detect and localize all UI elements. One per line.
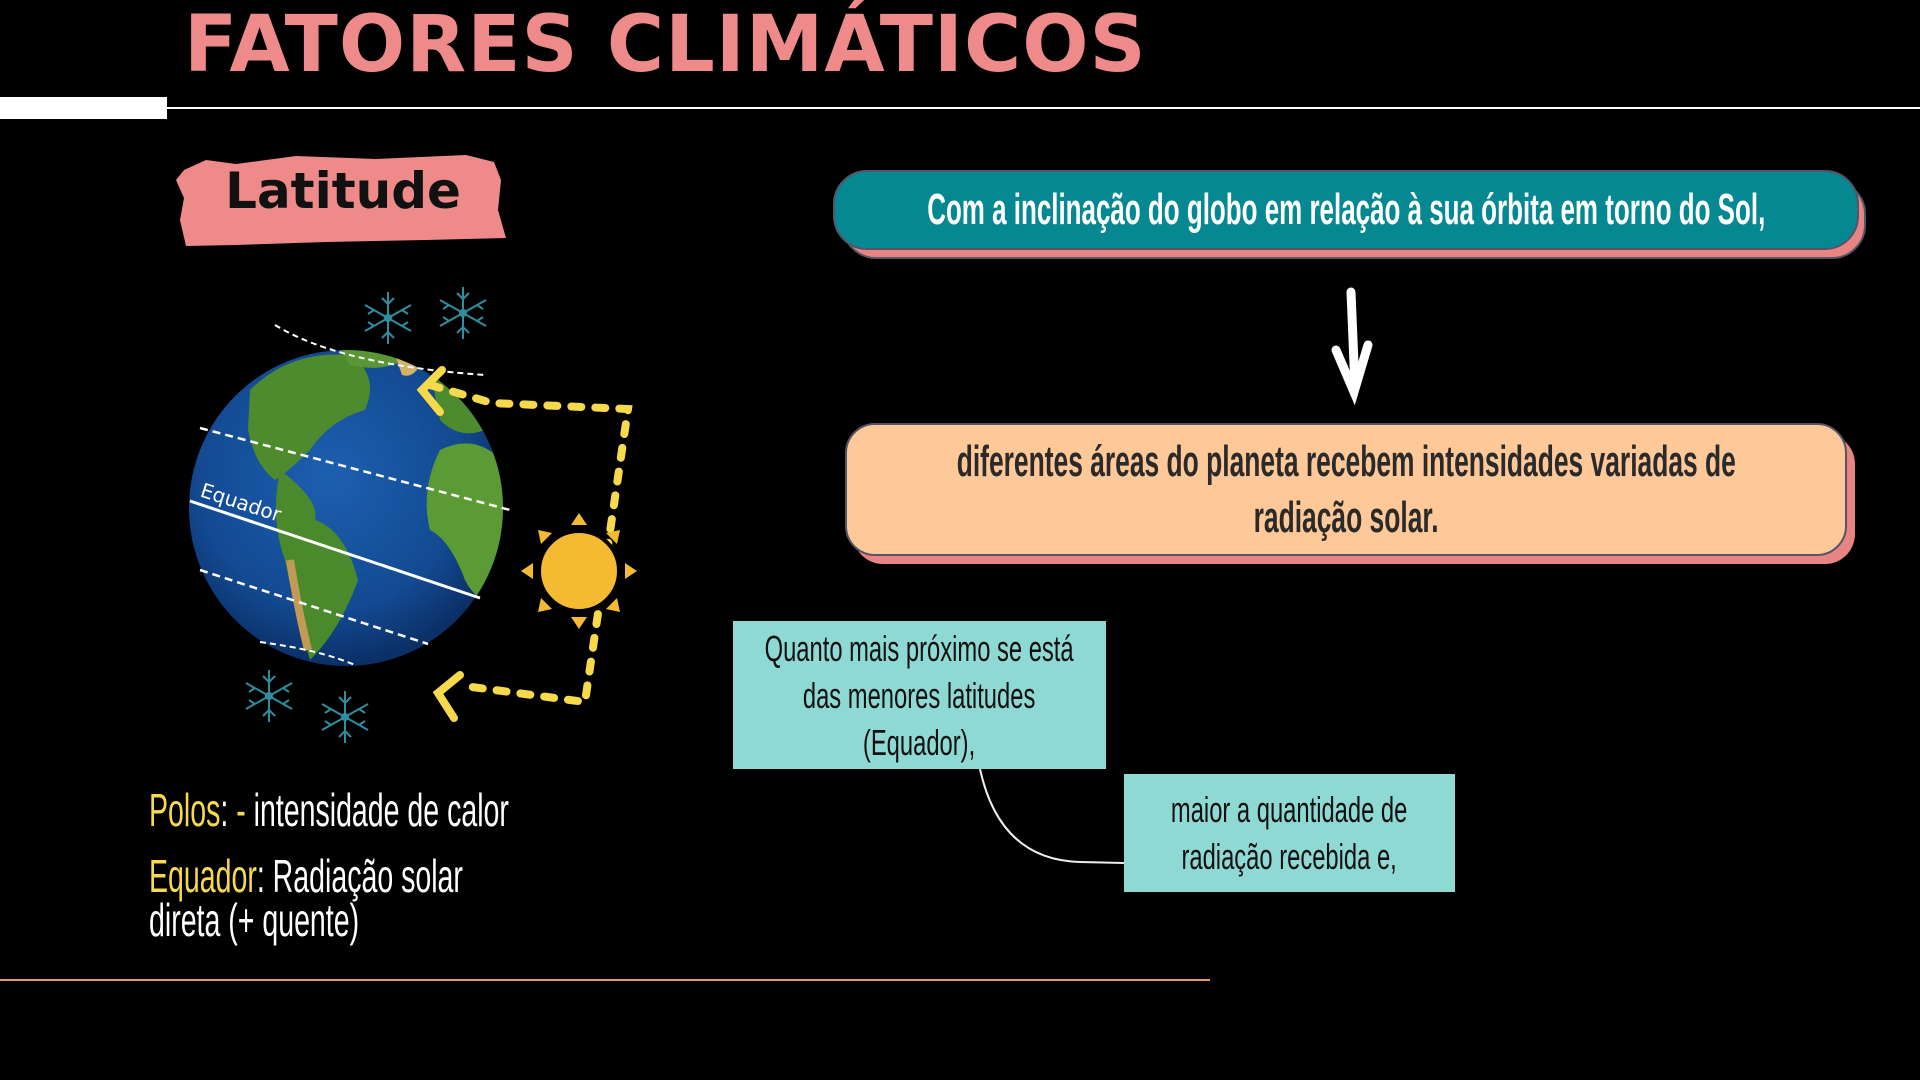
latitude-badge: Latitude [225,162,461,220]
note-line: das menores latitudes [803,674,1036,716]
slide-title: FATORES CLIMÁTICOS [184,0,1147,90]
legend-poles: Polos: - intensidade de calor [149,783,729,837]
note-radiation-amount: maior a quantidade de radiação recebida … [1124,774,1455,892]
separator: : [220,784,229,836]
tropic-line [199,426,511,512]
bottom-flow-line: radiação solar. [1253,492,1439,542]
tropic-line [199,568,429,646]
antarctic-line [259,641,356,666]
note-line: radiação recebida e, [1181,836,1398,877]
arrowhead-bottom-icon [432,671,464,722]
snowflake-icon [245,669,293,723]
down-arrow-icon [1331,287,1373,406]
latitude-badge-background [176,155,506,246]
arctic-line [274,324,486,376]
dotted-ray-top [426,381,633,707]
equator-description: Radiação solar [264,850,463,902]
note-line: (Equador), [863,721,976,763]
bottom-flow-line: diferentes áreas do planeta recebem inte… [956,436,1736,486]
note-line: Quanto mais próximo se está [764,627,1075,669]
bottom-flow-box: diferentes áreas do planeta recebem inte… [845,423,1847,556]
snowflake-icon [439,286,487,340]
top-flow-text: Com a inclinação do globo em relação à s… [926,185,1766,234]
equator-term: Equador [149,850,257,902]
title-accent-bar [0,97,167,119]
minus-sign: - [228,784,246,836]
connector-line [979,768,1125,864]
footer-divider [0,979,1210,981]
note-line: maior a quantidade de [1171,789,1408,830]
sun-rays-diagram [416,366,637,722]
poles-term: Polos [149,784,221,836]
poles-description: intensidade de calor [245,784,509,836]
separator: : [256,850,265,902]
globe-illustration [189,324,511,666]
equator-description-cont: direta (+ quente) [149,894,360,946]
note-equator-proximity: Quanto mais próximo se está das menores … [733,621,1106,769]
top-flow-box: Com a inclinação do globo em relação à s… [833,170,1859,250]
sun-icon [521,513,637,629]
equator-line [189,499,481,600]
legend-equator: Equador: Radiação solar direta (+ quente… [149,853,655,946]
title-divider [167,107,1920,109]
arrowhead-top-icon [416,366,446,416]
snowflake-icon [364,291,412,345]
snowflake-icon [321,690,369,744]
